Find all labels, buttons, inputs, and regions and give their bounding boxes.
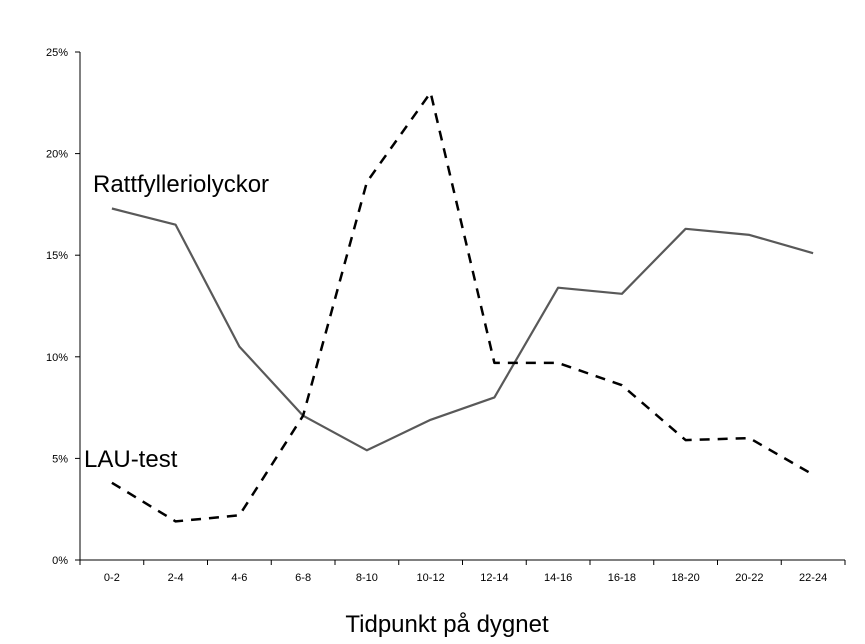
x-tick-label: 4-6: [231, 572, 247, 584]
y-tick-label: 0%: [52, 555, 68, 567]
x-tick-label: 16-18: [608, 572, 636, 584]
series-line-lau-test: [111, 91, 814, 523]
y-ticks: 0% 5% 10% 15% 20% 25%: [46, 47, 80, 567]
x-axis-title: Tidpunkt på dygnet: [345, 611, 549, 638]
y-tick-label: 15%: [46, 250, 68, 262]
series-label-rattfylleriolyckor: Rattfylleriolyckor: [93, 171, 269, 198]
y-tick-label: 10%: [46, 352, 68, 364]
x-tick-label: 0-2: [104, 572, 120, 584]
x-tick-label: 22-24: [799, 572, 827, 584]
x-tick-label: 8-10: [356, 572, 378, 584]
x-tick-label: 14-16: [544, 572, 572, 584]
series-line-rattfylleriolyckor: [111, 207, 814, 452]
x-tick-label: 2-4: [168, 572, 184, 584]
x-ticks: 0-2 2-4 4-6 6-8 8-10 10-12 12-14 14-16 16-18 18-2…: [79, 560, 846, 584]
x-tick-label: 10-12: [417, 572, 445, 584]
x-tick-label: 18-20: [672, 572, 700, 584]
y-tick-label: 5%: [52, 453, 68, 465]
y-tick-label: 20%: [46, 149, 68, 161]
series-lines: [111, 91, 814, 523]
x-tick-label: 20-22: [735, 572, 763, 584]
x-tick-label: 12-14: [480, 572, 508, 584]
series-label-lau-test: LAU-test: [84, 446, 178, 473]
y-tick-label: 25%: [46, 47, 68, 59]
x-tick-label: 6-8: [295, 572, 311, 584]
